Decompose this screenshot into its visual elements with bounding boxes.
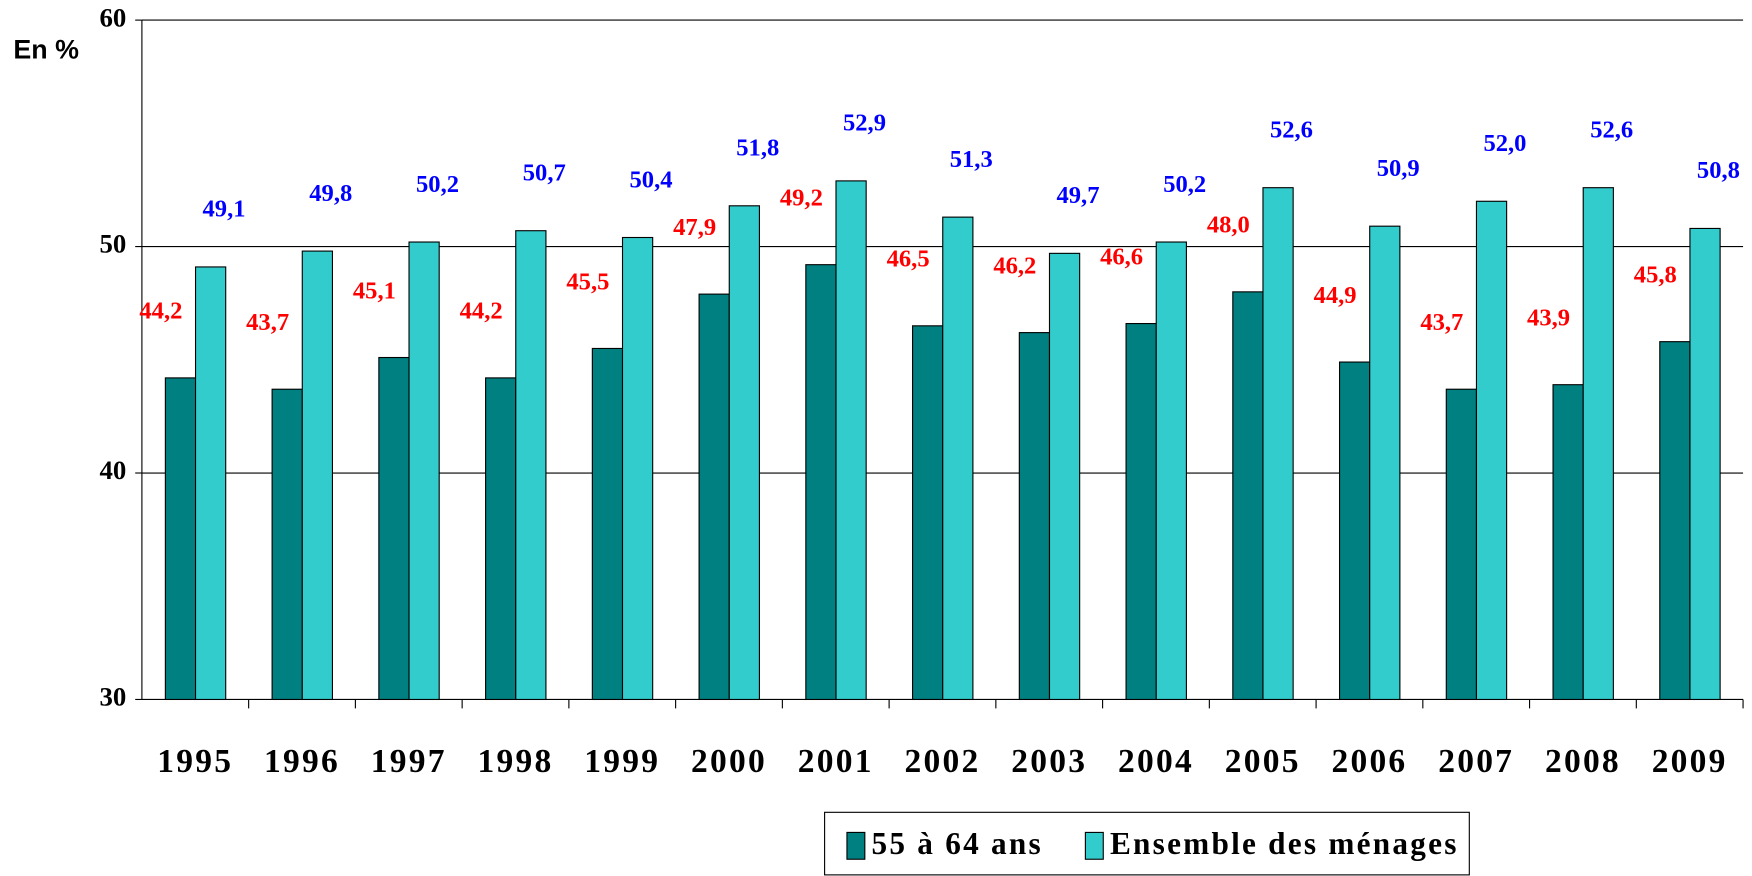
bar — [164, 377, 197, 701]
value-label: 50,2 — [1163, 171, 1206, 198]
value-label: 50,8 — [1697, 157, 1740, 184]
legend-box — [824, 811, 1470, 876]
bar — [1232, 291, 1264, 701]
bar — [912, 325, 944, 701]
value-label: 49,1 — [203, 196, 246, 223]
bar — [1262, 187, 1294, 701]
value-label: 51,3 — [950, 146, 993, 173]
bar — [1048, 252, 1081, 701]
value-label: 47,9 — [673, 214, 716, 241]
bar — [1155, 241, 1187, 701]
value-label: 51,8 — [736, 135, 779, 162]
bar — [621, 236, 654, 701]
value-label: 50,4 — [629, 166, 672, 193]
legend-label: Ensemble des ménages — [1110, 826, 1459, 861]
value-label: 52,6 — [1270, 116, 1313, 143]
bar — [1125, 322, 1157, 701]
x-tick-label: 2005 — [1225, 743, 1301, 780]
value-label: 44,2 — [139, 298, 182, 325]
value-label: 43,7 — [1420, 309, 1463, 336]
value-label: 52,9 — [843, 110, 886, 137]
x-tick-label: 1998 — [478, 743, 554, 780]
x-tick-label: 2002 — [904, 743, 980, 780]
bar — [1689, 227, 1721, 701]
bar — [728, 205, 760, 701]
bar — [1582, 187, 1614, 701]
value-label: 44,9 — [1314, 282, 1357, 309]
bar — [301, 250, 334, 701]
x-tick-label: 2001 — [798, 743, 874, 780]
legend-swatch — [1084, 831, 1104, 860]
bar — [835, 180, 867, 701]
value-label: 45,5 — [566, 268, 609, 295]
bar — [1552, 384, 1584, 701]
bar — [194, 266, 227, 701]
bar — [942, 216, 974, 701]
bar — [1018, 332, 1051, 701]
value-label: 52,6 — [1590, 116, 1633, 143]
bar — [1659, 341, 1691, 701]
x-tick-label: 1999 — [584, 743, 660, 780]
y-tick-label: 40 — [99, 455, 126, 485]
bar — [1475, 200, 1508, 701]
bar — [805, 264, 837, 701]
bar — [1445, 388, 1478, 701]
value-label: 45,8 — [1634, 262, 1677, 289]
value-label: 43,9 — [1527, 305, 1570, 332]
x-tick-label: 2008 — [1545, 743, 1621, 780]
y-tick-label: 50 — [99, 229, 126, 259]
y-tick-label: 60 — [99, 2, 126, 32]
x-tick-label: 2007 — [1438, 743, 1514, 780]
value-label: 46,5 — [887, 246, 930, 273]
value-label: 50,2 — [416, 171, 459, 198]
x-tick-label: 2006 — [1331, 743, 1407, 780]
y-unit: En % — [13, 34, 79, 64]
value-label: 48,0 — [1207, 212, 1250, 239]
bar — [515, 230, 547, 701]
bar — [378, 356, 410, 701]
value-label: 43,7 — [246, 309, 289, 336]
x-tick-label: 1997 — [371, 743, 447, 780]
value-label: 45,1 — [353, 277, 396, 304]
x-tick-label: 1996 — [264, 743, 340, 780]
bar — [1338, 361, 1371, 701]
bar — [485, 377, 517, 701]
x-tick-label: 2009 — [1652, 743, 1728, 780]
value-label: 46,6 — [1100, 243, 1143, 270]
bar — [271, 388, 303, 701]
bar — [1369, 225, 1401, 701]
bar — [408, 241, 440, 701]
value-label: 49,8 — [309, 180, 352, 207]
value-label: 46,2 — [993, 252, 1036, 279]
value-label: 50,9 — [1377, 155, 1420, 182]
value-label: 44,2 — [460, 298, 503, 325]
value-label: 49,7 — [1056, 182, 1099, 209]
legend-swatch — [846, 831, 866, 860]
bar — [698, 293, 730, 701]
x-tick-label: 2003 — [1011, 743, 1087, 780]
y-tick-label: 30 — [99, 682, 126, 712]
x-tick-label: 2000 — [691, 743, 767, 780]
value-label: 50,7 — [523, 159, 566, 186]
x-tick-label: 1995 — [157, 743, 233, 780]
legend-label: 55 à 64 ans — [872, 826, 1043, 861]
x-tick-label: 2004 — [1118, 743, 1194, 780]
value-label: 52,0 — [1483, 130, 1526, 157]
value-label: 49,2 — [780, 185, 823, 212]
bar — [591, 347, 624, 701]
